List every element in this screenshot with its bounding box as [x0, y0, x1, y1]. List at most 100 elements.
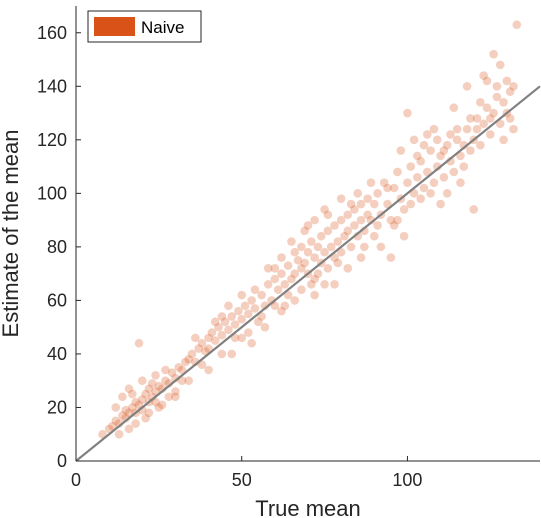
data-point	[476, 98, 485, 107]
data-point	[297, 285, 306, 295]
data-point	[439, 146, 449, 155]
data-point	[396, 146, 406, 155]
data-point	[333, 237, 343, 246]
data-point	[350, 221, 359, 230]
data-point	[121, 405, 131, 415]
data-point	[383, 183, 392, 193]
legend: Naive	[87, 10, 202, 43]
data-point	[161, 365, 170, 375]
data-point	[320, 247, 329, 257]
data-point	[469, 205, 479, 214]
data-point	[479, 119, 488, 129]
data-point	[114, 429, 124, 439]
data-point	[237, 333, 247, 343]
data-point	[277, 253, 286, 262]
data-point	[300, 226, 309, 236]
data-point	[393, 167, 402, 177]
data-point	[389, 183, 399, 193]
data-point	[466, 114, 475, 123]
data-point	[257, 312, 266, 321]
y-tick-label: 160	[37, 23, 67, 43]
data-point	[270, 301, 280, 311]
y-tick-label: 80	[47, 237, 67, 257]
data-point	[386, 215, 396, 225]
data-point	[227, 349, 237, 359]
data-point	[290, 269, 300, 278]
data-point	[310, 274, 319, 284]
data-point	[144, 384, 154, 394]
data-point	[436, 199, 445, 209]
data-point	[423, 130, 432, 139]
data-point	[369, 231, 379, 241]
data-point	[482, 76, 492, 86]
data-point	[257, 290, 266, 300]
data-point	[141, 389, 150, 399]
data-point	[413, 151, 422, 161]
data-point	[389, 221, 399, 230]
data-point	[346, 199, 356, 209]
data-point	[403, 108, 412, 118]
data-point	[356, 215, 366, 225]
data-point	[290, 247, 300, 257]
data-point	[147, 379, 157, 388]
x-tick-label: 100	[392, 470, 422, 490]
data-point	[191, 333, 200, 343]
data-point	[323, 210, 333, 220]
data-point	[154, 403, 164, 412]
y-tick-label: 60	[47, 290, 67, 310]
y-tick-label: 100	[37, 183, 67, 203]
data-point	[313, 242, 323, 252]
data-point	[124, 424, 134, 434]
data-point	[492, 81, 502, 91]
data-point	[449, 167, 459, 177]
data-point	[356, 253, 366, 262]
data-point	[237, 290, 247, 300]
data-points	[98, 20, 522, 439]
data-point	[330, 280, 339, 289]
data-point	[346, 242, 356, 252]
y-tick-label: 20	[47, 397, 67, 417]
data-point	[131, 419, 140, 428]
data-point	[204, 333, 213, 343]
data-point	[426, 146, 435, 155]
data-point	[244, 328, 253, 337]
data-point	[356, 199, 366, 209]
data-point	[360, 242, 369, 252]
data-point	[303, 221, 313, 230]
data-point	[297, 242, 306, 252]
data-point	[293, 255, 303, 265]
data-point	[263, 280, 273, 289]
data-point	[273, 285, 283, 295]
data-point	[177, 365, 187, 375]
data-point	[492, 92, 502, 102]
data-point	[416, 194, 425, 204]
data-point	[432, 135, 442, 145]
data-point	[118, 411, 127, 420]
data-point	[423, 167, 432, 177]
data-point	[250, 285, 260, 295]
data-point	[263, 263, 273, 273]
data-point	[439, 172, 449, 182]
data-point	[409, 135, 419, 145]
legend-label-naive: Naive	[141, 18, 184, 37]
data-point	[247, 338, 256, 348]
data-point	[98, 429, 107, 439]
data-point	[363, 194, 372, 204]
data-point	[204, 365, 213, 375]
data-point	[197, 360, 207, 369]
data-point	[343, 226, 353, 236]
data-point	[283, 261, 293, 270]
data-point	[297, 263, 306, 273]
data-point	[144, 408, 154, 418]
data-point	[340, 231, 349, 241]
data-point	[234, 306, 243, 316]
data-point	[224, 325, 233, 335]
data-point	[456, 151, 465, 161]
data-point	[456, 178, 465, 187]
data-point	[177, 376, 187, 386]
data-point	[164, 392, 174, 402]
data-point	[157, 400, 167, 410]
data-point	[336, 247, 346, 257]
y-axis-label: Estimate of the mean	[0, 130, 23, 338]
data-point	[230, 333, 240, 343]
